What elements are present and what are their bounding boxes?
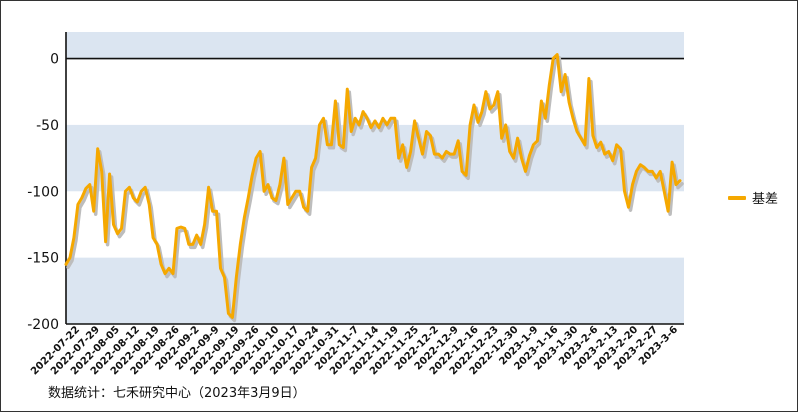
grid-band (66, 32, 684, 59)
grid-band (66, 124, 684, 192)
y-tick-label: -150 (27, 251, 59, 267)
y-tick-label: 0 (50, 52, 59, 68)
grid-bands (66, 32, 684, 324)
y-tick-label: -50 (36, 118, 59, 134)
grid-band (66, 257, 684, 324)
y-axis: 0 -50 -100 -150 -200 (27, 32, 67, 333)
y-tick-label: -100 (27, 184, 59, 200)
legend-label: 基差 (752, 192, 779, 207)
x-axis: 2022-07-222022-07-292022-08-052022-08-12… (29, 323, 684, 377)
y-tick-label: -200 (27, 317, 59, 333)
series-line-jicha (64, 53, 682, 319)
source-note: 数据统计：七禾研究中心（2023年3月9日） (48, 386, 306, 401)
legend-swatch (728, 195, 746, 200)
legend: 基差 (728, 188, 778, 207)
